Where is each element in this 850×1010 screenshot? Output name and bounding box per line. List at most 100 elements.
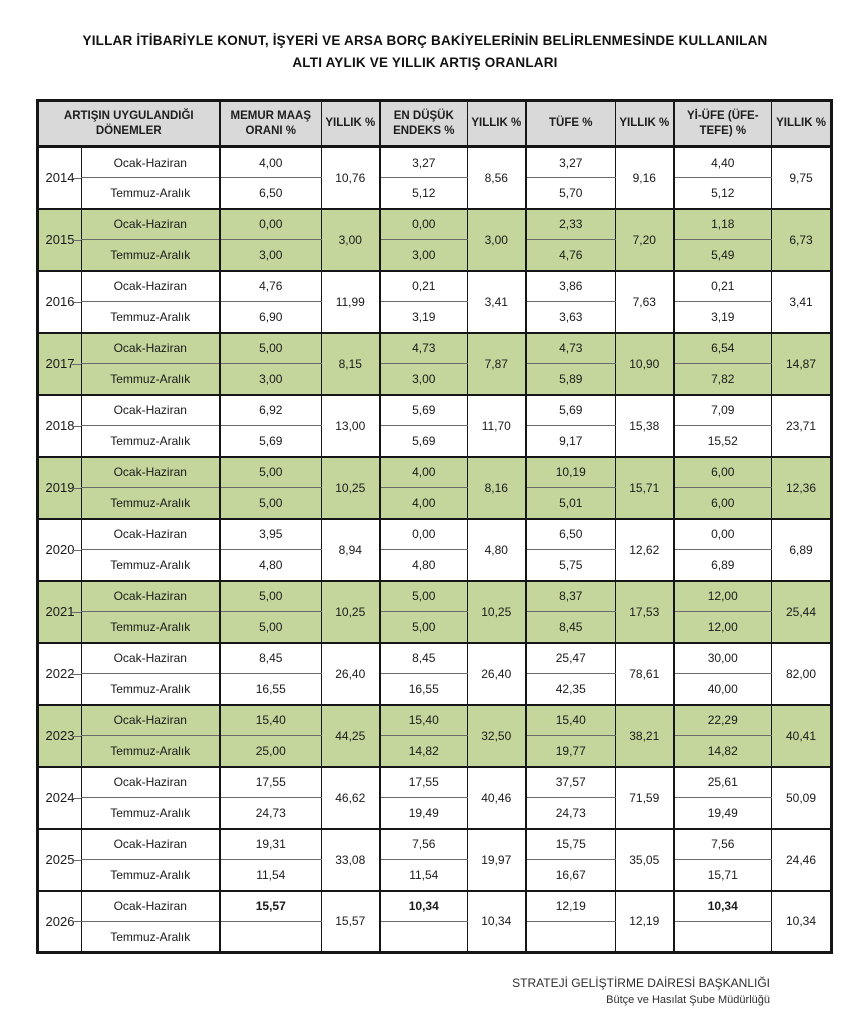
yiufe-cell: 5,12: [672, 177, 772, 210]
memur-cell: 25,00: [218, 735, 322, 768]
document-footer: STRATEJİ GELİŞTİRME DAİRESİ BAŞKANLIĞI B…: [36, 974, 830, 1009]
endeks-cell: [378, 921, 468, 954]
endeks-cell: 5,00: [378, 580, 468, 613]
yillik-memur-cell: 8,94: [321, 518, 380, 582]
row-2016-temmuz-aralik: Temmuz-Aralık 6,90 3,19 3,63 3,19: [38, 301, 832, 334]
document-title-line1: YILLAR İTİBARİYLE KONUT, İŞYERİ VE ARSA …: [82, 33, 768, 48]
yillik-yiufe-cell: 3,41: [771, 270, 832, 334]
period-cell: Ocak-Haziran: [80, 146, 220, 179]
yiufe-cell: 22,29: [672, 704, 772, 737]
period-cell: Temmuz-Aralık: [80, 363, 220, 396]
yillik-yiufe-cell: 6,73: [771, 208, 832, 272]
yiufe-cell: 7,09: [672, 394, 772, 427]
year-cell: 2018: [37, 394, 82, 458]
yiufe-cell: 15,71: [672, 859, 772, 892]
period-cell: Ocak-Haziran: [80, 580, 220, 613]
memur-cell: 24,73: [218, 797, 322, 830]
yillik-memur-cell: 10,76: [321, 146, 380, 210]
yillik-memur-cell: 11,99: [321, 270, 380, 334]
memur-cell: 11,54: [218, 859, 322, 892]
tufe-cell: 19,77: [524, 735, 616, 768]
yillik-yiufe-cell: 24,46: [771, 828, 832, 892]
tufe-cell: 37,57: [524, 766, 616, 799]
memur-cell: 4,80: [218, 549, 322, 582]
period-cell: Temmuz-Aralık: [80, 549, 220, 582]
yillik-endeks-cell: 4,80: [467, 518, 526, 582]
yillik-memur-cell: 10,25: [321, 580, 380, 644]
header-memur-maas: MEMUR MAAŞ ORANI %: [218, 100, 322, 149]
memur-cell: 3,95: [218, 518, 322, 551]
yiufe-cell: 12,00: [672, 580, 772, 613]
yiufe-cell: 6,54: [672, 332, 772, 365]
row-2021-temmuz-aralik: Temmuz-Aralık 5,00 5,00 8,45 12,00: [38, 611, 832, 644]
memur-cell: 5,00: [218, 580, 322, 613]
endeks-cell: 4,73: [378, 332, 468, 365]
year-cell: 2016: [37, 270, 82, 334]
yillik-tufe-cell: 12,19: [615, 890, 674, 954]
yillik-memur-cell: 33,08: [321, 828, 380, 892]
period-cell: Temmuz-Aralık: [80, 859, 220, 892]
yillik-tufe-cell: 38,21: [615, 704, 674, 768]
endeks-cell: 3,27: [378, 146, 468, 179]
tufe-cell: 5,69: [524, 394, 616, 427]
row-2025-temmuz-aralik: Temmuz-Aralık 11,54 11,54 16,67 15,71: [38, 859, 832, 892]
yillik-tufe-cell: 15,38: [615, 394, 674, 458]
yiufe-cell: 25,61: [672, 766, 772, 799]
table-header: ARTIŞIN UYGULANDIĞI DÖNEMLER MEMUR MAAŞ …: [36, 100, 832, 149]
tufe-cell: 2,33: [524, 208, 616, 241]
memur-cell: 16,55: [218, 673, 322, 706]
tufe-cell: 24,73: [524, 797, 616, 830]
tufe-cell: 42,35: [524, 673, 616, 706]
yillik-tufe-cell: 7,63: [615, 270, 674, 334]
memur-cell: 6,90: [218, 301, 322, 334]
yillik-yiufe-cell: 23,71: [771, 394, 832, 458]
header-en-dusuk-endeks: EN DÜŞÜK ENDEKS %: [378, 100, 468, 149]
endeks-cell: 8,45: [378, 642, 468, 675]
period-cell: Temmuz-Aralık: [80, 239, 220, 272]
tufe-cell: 5,75: [524, 549, 616, 582]
row-2023-temmuz-aralik: Temmuz-Aralık 25,00 14,82 19,77 14,82: [38, 735, 832, 768]
yillik-endeks-cell: 8,56: [467, 146, 526, 210]
year-cell: 2020: [37, 518, 82, 582]
yillik-memur-cell: 8,15: [321, 332, 380, 396]
year-cell: 2026: [37, 890, 82, 954]
tufe-cell: 3,27: [524, 146, 616, 179]
tufe-cell: 10,19: [524, 456, 616, 489]
row-2020-temmuz-aralik: Temmuz-Aralık 4,80 4,80 5,75 6,89: [38, 549, 832, 582]
endeks-cell: 3,00: [378, 363, 468, 396]
endeks-cell: 14,82: [378, 735, 468, 768]
header-tufe: TÜFE %: [524, 100, 616, 149]
yiufe-cell: 40,00: [672, 673, 772, 706]
yillik-yiufe-cell: 50,09: [771, 766, 832, 830]
yiufe-cell: 10,34: [672, 890, 772, 923]
header-yillik-2: YILLIK %: [467, 100, 526, 149]
yiufe-cell: 6,89: [672, 549, 772, 582]
endeks-cell: 19,49: [378, 797, 468, 830]
row-2020-ocak-haziran: 2020 Ocak-Haziran 3,95 8,94 0,00 4,80 6,50 12,6…: [37, 518, 832, 582]
tufe-cell: 8,45: [524, 611, 616, 644]
row-2022-ocak-haziran: 2022 Ocak-Haziran 8,45 26,40 8,45 26,40 25,47 7…: [37, 642, 832, 706]
period-cell: Temmuz-Aralık: [80, 735, 220, 768]
header-yillik-3: YILLIK %: [615, 100, 674, 149]
endeks-cell: 5,69: [378, 425, 468, 458]
year-cell: 2014: [37, 146, 82, 210]
yillik-tufe-cell: 15,71: [615, 456, 674, 520]
yillik-endeks-cell: 3,41: [467, 270, 526, 334]
period-cell: Temmuz-Aralık: [80, 797, 220, 830]
yillik-tufe-cell: 35,05: [615, 828, 674, 892]
row-2014-temmuz-aralik: Temmuz-Aralık 6,50 5,12 5,70 5,12: [38, 177, 832, 210]
yiufe-cell: 6,00: [672, 487, 772, 520]
year-cell: 2024: [37, 766, 82, 830]
year-cell: 2019: [37, 456, 82, 520]
endeks-cell: 15,40: [378, 704, 468, 737]
memur-cell: 3,00: [218, 239, 322, 272]
memur-cell: 5,00: [218, 487, 322, 520]
header-yi-ufe: Yİ-ÜFE (ÜFE-TEFE) %: [672, 100, 772, 149]
year-cell: 2017: [37, 332, 82, 396]
memur-cell: 8,45: [218, 642, 322, 675]
endeks-cell: 5,69: [378, 394, 468, 427]
endeks-cell: 5,00: [378, 611, 468, 644]
endeks-cell: 4,00: [378, 487, 468, 520]
yillik-yiufe-cell: 12,36: [771, 456, 832, 520]
